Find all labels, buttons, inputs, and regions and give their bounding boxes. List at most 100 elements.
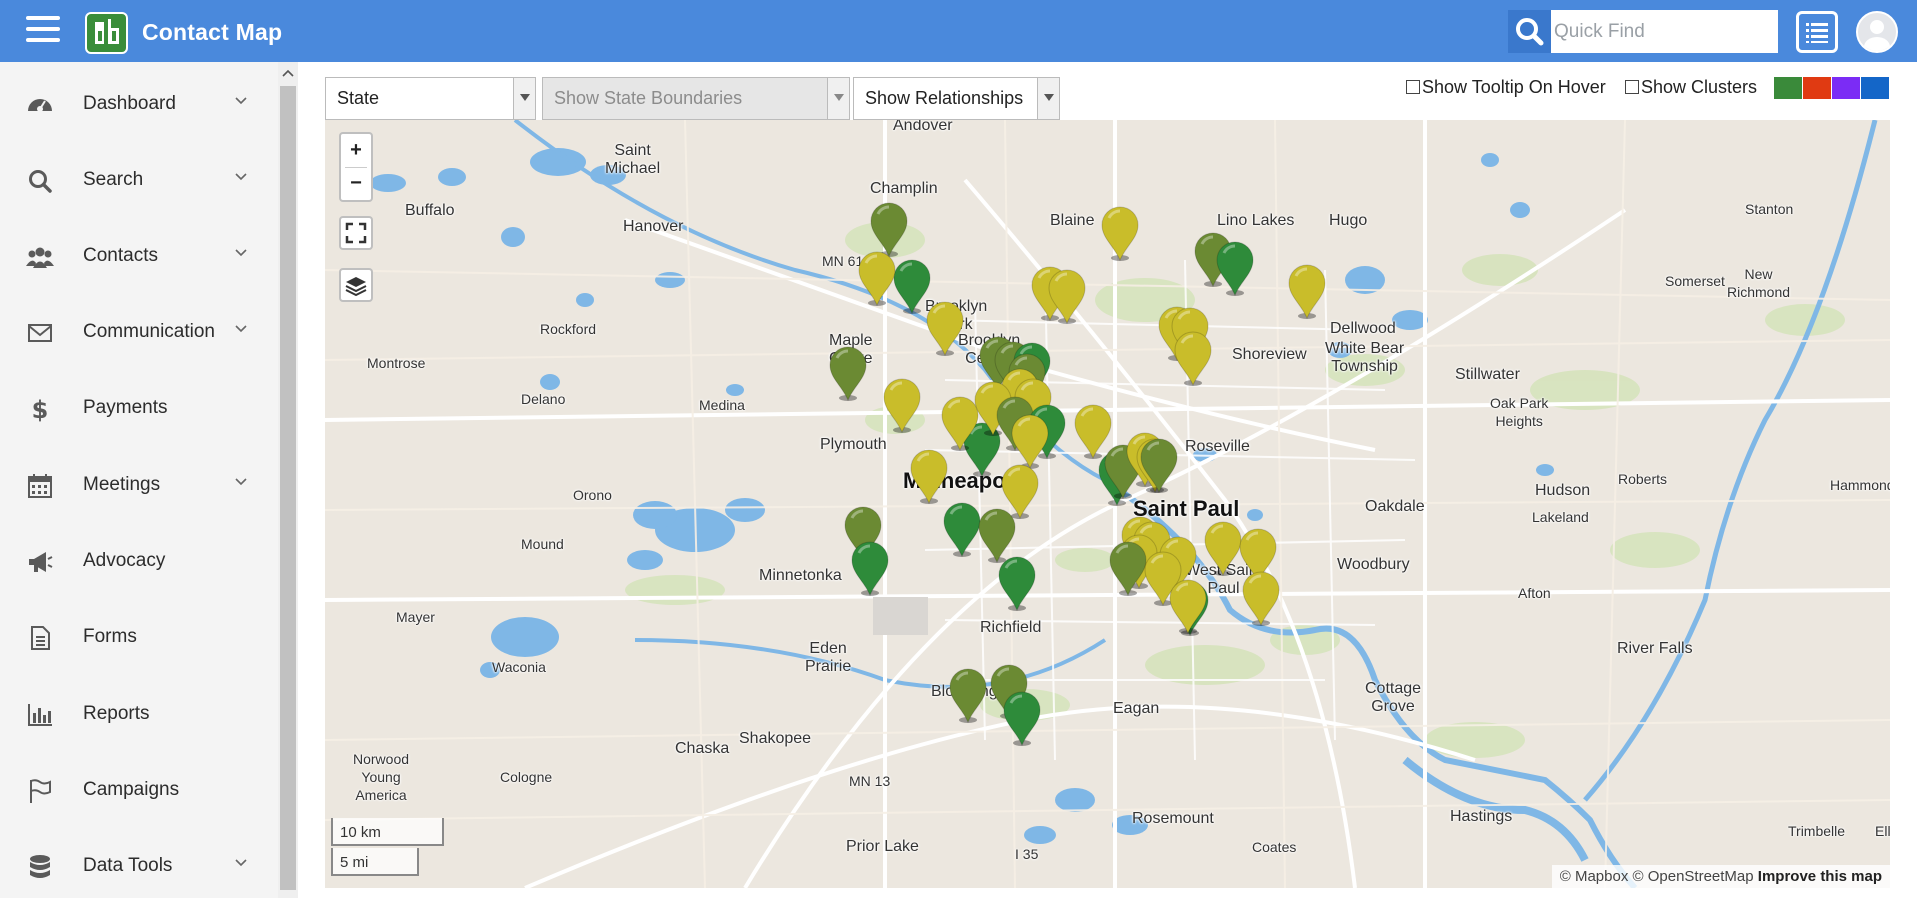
contact-marker-yellow[interactable] — [1047, 267, 1087, 327]
cluster-color-swatch[interactable] — [1774, 77, 1802, 99]
quick-find-input[interactable] — [1551, 10, 1778, 53]
map-place-label: Lakeland — [1532, 509, 1589, 525]
map-place-label: Shoreview — [1232, 346, 1307, 363]
contact-marker-yellow[interactable] — [1073, 402, 1113, 462]
chevron-down-icon[interactable] — [234, 96, 248, 106]
document-icon — [31, 626, 50, 650]
map-place-label: Blaine — [1050, 212, 1095, 229]
map-place-label: Dellwood — [1330, 320, 1396, 337]
map-place-label: Cottage Grove — [1365, 680, 1422, 715]
relationships-select[interactable]: Show Relationships — [853, 77, 1060, 120]
chevron-down-icon[interactable] — [234, 477, 248, 487]
contact-marker-yellow[interactable] — [1173, 329, 1213, 389]
map-place-label: Norwood Young America — [353, 751, 410, 803]
chevron-down-icon[interactable] — [234, 858, 248, 868]
map-place-label: MN 13 — [849, 773, 891, 789]
clusters-checkbox-label: Show Clusters — [1641, 77, 1758, 97]
layers-button[interactable] — [339, 268, 373, 302]
cluster-color-swatch[interactable] — [1832, 77, 1860, 99]
map-attribution: © Mapbox © OpenStreetMap Improve this ma… — [1551, 865, 1890, 888]
chevron-down-icon[interactable] — [234, 172, 248, 182]
hamburger-menu-icon[interactable] — [26, 16, 60, 46]
cluster-color-swatch[interactable] — [1861, 77, 1889, 99]
sidebar-item-meetings[interactable]: Meetings — [0, 447, 278, 523]
contact-marker-olive[interactable] — [828, 344, 868, 404]
sidebar-item-dashboard[interactable]: Dashboard — [0, 66, 278, 142]
clusters-checkbox[interactable] — [1625, 80, 1639, 94]
contact-marker-yellow[interactable] — [1203, 519, 1243, 579]
contact-marker-green[interactable] — [892, 257, 932, 317]
list-view-button[interactable] — [1796, 11, 1838, 53]
map-place-label: Ellsworth — [1875, 823, 1890, 839]
bar-chart-icon — [28, 704, 52, 726]
zoom-in-button[interactable]: + — [350, 139, 362, 161]
chevron-down-icon[interactable] — [234, 324, 248, 334]
map-place-label: Eden Prairie — [805, 640, 852, 675]
scrollbar-thumb[interactable] — [280, 86, 296, 890]
contact-marker-yellow[interactable] — [940, 394, 980, 454]
sidebar-item-label: Forms — [83, 626, 137, 647]
contact-marker-olive[interactable] — [869, 200, 909, 260]
user-avatar[interactable] — [1856, 11, 1898, 53]
app-logo[interactable] — [85, 12, 128, 54]
contact-marker-yellow[interactable] — [857, 249, 897, 309]
attribution-text: © Mapbox © OpenStreetMap — [1559, 868, 1754, 885]
contact-marker-olive[interactable] — [977, 506, 1017, 566]
map-place-label: Saint Paul — [1133, 496, 1240, 521]
sidebar-item-contacts[interactable]: Contacts — [0, 218, 278, 294]
top-navbar: Contact Map — [0, 0, 1917, 62]
chevron-down-icon — [513, 78, 535, 119]
contact-marker-yellow[interactable] — [925, 299, 965, 359]
contact-marker-yellow[interactable] — [973, 379, 1013, 439]
contact-marker-yellow[interactable] — [909, 447, 949, 507]
contact-marker-green[interactable] — [1215, 239, 1255, 299]
state-boundaries-select[interactable]: Show State Boundaries — [542, 77, 850, 120]
sidebar-item-payments[interactable]: $ Payments — [0, 370, 278, 446]
map-place-label: Chaska — [675, 740, 730, 757]
map-place-label: Mound — [521, 536, 564, 552]
sidebar-item-campaigns[interactable]: Campaigns — [0, 752, 278, 828]
contact-marker-green[interactable] — [1002, 689, 1042, 749]
contact-marker-yellow[interactable] — [1100, 204, 1140, 264]
map-place-label: Rockford — [540, 321, 597, 337]
contact-marker-green[interactable] — [942, 500, 982, 560]
search-button[interactable] — [1508, 10, 1551, 53]
contact-marker-green[interactable] — [997, 554, 1037, 614]
app-title: Contact Map — [142, 19, 283, 45]
fullscreen-button[interactable] — [339, 216, 373, 250]
sidebar-item-forms[interactable]: Forms — [0, 599, 278, 675]
contact-marker-yellow[interactable] — [1287, 262, 1327, 322]
sidebar-item-label: Reports — [83, 703, 150, 724]
sidebar-scrollbar[interactable] — [278, 62, 298, 898]
improve-map-link[interactable]: Improve this map — [1757, 868, 1882, 885]
contact-marker-yellow[interactable] — [1168, 577, 1208, 637]
sidebar-item-search[interactable]: Search — [0, 142, 278, 218]
map-place-label: Oak Park Heights — [1490, 395, 1549, 429]
contact-marker-olive[interactable] — [1108, 539, 1148, 599]
contact-marker-green[interactable] — [850, 539, 890, 599]
search-icon — [1516, 18, 1544, 46]
contact-marker-green[interactable] — [962, 420, 1002, 480]
state-select[interactable]: State — [325, 77, 536, 120]
contact-marker-olive[interactable] — [1139, 436, 1179, 496]
sidebar-item-advocacy[interactable]: Advocacy — [0, 523, 278, 599]
fullscreen-icon — [345, 222, 367, 244]
sidebar-item-label: Dashboard — [83, 93, 176, 114]
contact-marker-yellow[interactable] — [1010, 412, 1050, 472]
zoom-out-button[interactable]: − — [350, 172, 362, 194]
contact-marker-olive[interactable] — [948, 666, 988, 726]
sidebar-item-reports[interactable]: Reports — [0, 676, 278, 752]
scroll-up-arrow-icon[interactable] — [282, 68, 294, 78]
chevron-down-icon[interactable] — [234, 248, 248, 258]
contact-marker-yellow[interactable] — [1000, 462, 1040, 522]
sidebar-item-communication[interactable]: Communication — [0, 294, 278, 370]
contact-marker-yellow[interactable] — [1241, 569, 1281, 629]
cluster-color-swatch[interactable] — [1803, 77, 1831, 99]
map-place-label: Stanton — [1745, 201, 1794, 217]
contact-marker-yellow[interactable] — [1143, 549, 1183, 609]
sidebar-item-data-tools[interactable]: Data Tools — [0, 828, 278, 904]
contact-marker-yellow[interactable] — [882, 376, 922, 436]
map-place-label: Cologne — [500, 769, 553, 785]
contact-map[interactable]: Andover Saint Michael Champlin Buffalo Hanove… — [325, 120, 1890, 888]
tooltip-checkbox[interactable] — [1406, 80, 1420, 94]
